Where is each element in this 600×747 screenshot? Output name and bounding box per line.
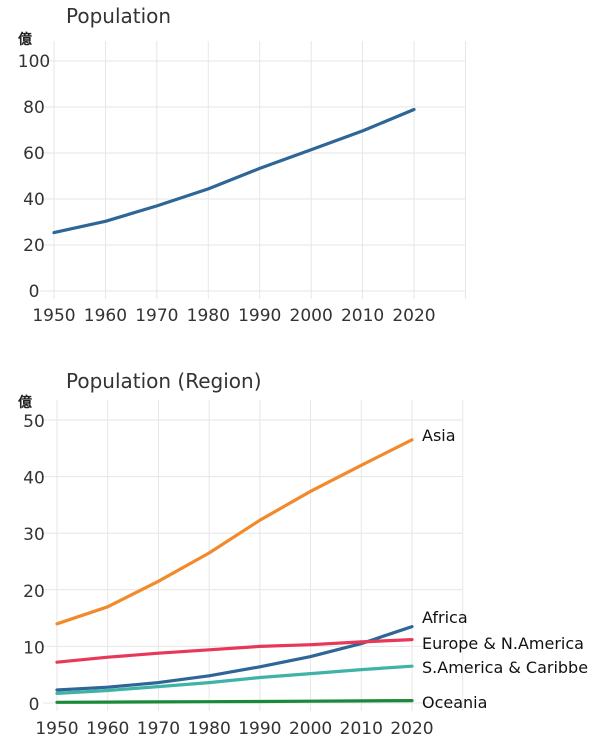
chart2-series-label-africa: Africa [422,608,468,627]
chart2-series-label-s-america-caribbe: S.America & Caribbe [422,658,588,677]
population-region-line-chart: 億 0 10 20 30 40 50 1950 1960 1970 1980 1990 2000 2010… [18,394,588,739]
chart1-ytick-80: 80 [23,98,45,118]
chart1-xtick-1980: 1980 [187,306,230,326]
chart1-xtick-2020: 2020 [392,306,435,326]
population-line-chart: 億 0 20 40 60 80 100 1950 1960 1970 1980 1990 2000 201… [18,31,466,326]
chart1-xtick-1970: 1970 [135,306,178,326]
chart2-xtick-2010: 2010 [340,719,383,739]
chart2-series-line-s-america-caribbe [55,664,414,695]
chart2-xtick-1980: 1980 [188,719,231,739]
chart2-series-line-asia [55,438,414,626]
chart2-title: Population (Region) [66,369,262,393]
chart2-series-label-europe-n-america: Europe & N.America [422,634,584,653]
chart2-xtick-1950: 1950 [35,719,78,739]
chart1-y-unit: 億 [18,31,32,48]
chart2-series-label-oceania: Oceania [422,693,487,712]
chart2-series-line-europe-n-america [55,638,414,664]
chart2-ytick-10: 10 [23,638,45,658]
chart2-xtick-1970: 1970 [137,719,180,739]
chart1-series-line-population [52,107,416,235]
chart2-ytick-0: 0 [29,695,40,715]
chart2-xtick-1990: 1990 [238,719,281,739]
chart2-xtick-1960: 1960 [86,719,129,739]
chart2-xtick-2020: 2020 [390,719,433,739]
chart2-y-unit: 億 [18,394,32,411]
chart2-series-label-asia: Asia [422,426,456,445]
chart1-title: Population [66,4,172,28]
chart2-ytick-40: 40 [23,469,45,489]
chart2-ytick-50: 50 [23,412,45,432]
chart1-ytick-100: 100 [18,52,50,72]
chart2-series-line-africa [55,625,414,692]
chart2-ytick-20: 20 [23,582,45,602]
chart1-xtick-2010: 2010 [341,306,384,326]
chart2-xtick-2000: 2000 [289,719,332,739]
chart1-xtick-2000: 2000 [290,306,333,326]
chart2-series-line-oceania [55,699,414,704]
chart1-xtick-1950: 1950 [32,306,75,326]
chart1-ytick-20: 20 [23,236,45,256]
chart1-xtick-1960: 1960 [84,306,127,326]
chart1-ytick-60: 60 [23,144,45,164]
chart2-ytick-30: 30 [23,525,45,545]
chart1-ytick-40: 40 [23,190,45,210]
chart1-xtick-1990: 1990 [238,306,281,326]
chart1-ytick-0: 0 [29,282,40,302]
